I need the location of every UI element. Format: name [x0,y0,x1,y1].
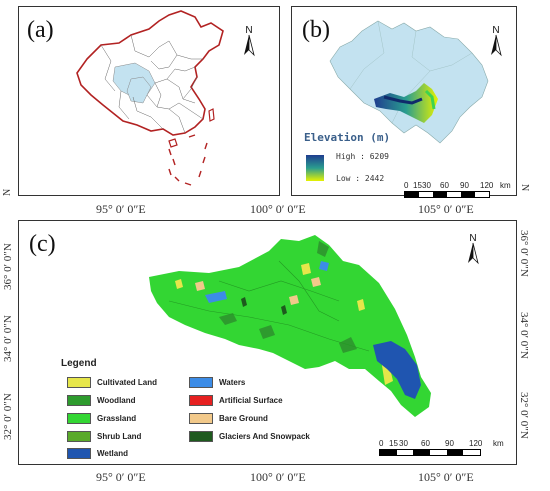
north-label: N [245,25,253,36]
panel-a-label: (a) [27,17,54,43]
scale-tick: 0 [379,439,384,448]
panel-c-landuse-map: (c) N [18,220,517,465]
north-label: N [492,25,500,36]
landuse-water-patches [205,261,329,303]
lat-tick-top-right: N [519,184,530,192]
legend-item-woodland: Woodland [67,395,136,406]
scale-tick: 0 [404,181,409,190]
landuse-grassland-area [149,235,431,417]
landuse-glacier-patches [241,297,287,315]
scale-unit: km [493,439,504,448]
scale-tick: 15 [389,439,398,448]
lon-tick-95-bottom: 95° 0′ 0″E [96,470,146,484]
legend-item-grassland: Grassland [67,413,136,424]
legend-item-bare-ground: Bare Ground [189,413,268,424]
scale-bar-c: 0 15 30 60 90 120 km [379,439,511,456]
landuse-wetland-patch [373,341,421,399]
landuse-map [149,235,431,417]
scale-tick: 30 [422,181,431,190]
elevation-low-label: Low : 2442 [336,174,385,183]
lon-tick-100-bottom: 100° 0′ 0″E [250,470,306,484]
elevation-legend-bar [306,155,324,181]
elevation-high-label: High : 6209 [336,152,389,161]
lat-tick-left-32: 32° 0′ 0″N [2,393,14,440]
lat-tick-left-34: 34° 0′ 0″N [2,315,14,362]
legend-label: Waters [219,378,246,387]
legend-swatch [189,431,213,442]
legend-swatch [189,395,213,406]
panel-c-label: (c) [29,231,56,257]
legend-item-shrub-land: Shrub Land [67,431,141,442]
scale-tick: 120 [480,181,494,190]
legend-swatch [189,377,213,388]
china-outline-map [76,10,224,186]
lon-tick-105-bottom: 105° 0′ 0″E [418,470,474,484]
province-boundaries [100,34,204,134]
lat-tick-right-34: 34° 0′ 0″N [518,312,530,359]
region-outline [329,20,489,144]
legend-swatch [67,431,91,442]
panel-b-label: (b) [302,17,330,43]
legend-swatch [67,413,91,424]
legend-label: Artificial Surface [219,396,283,405]
region-elevation-map [306,20,489,181]
panel-b-elevation-map: (b) N Elevation (m) High : 6209 Low : 24… [291,6,517,198]
legend-item-glaciers-snowpack: Glaciers And Snowpack [189,431,310,442]
legend-swatch [67,395,91,406]
scale-tick: 90 [460,181,469,190]
scale-tick: 60 [421,439,430,448]
lat-tick-right-36: 36° 0′ 0″N [518,230,530,277]
legend-label: Cultivated Land [97,378,158,387]
legend-label: Wetland [97,449,128,458]
legend-label: Grassland [97,414,137,423]
elevation-title: Elevation (m) [304,131,391,144]
scale-tick: 90 [445,439,454,448]
legend-label: Bare Ground [219,414,268,423]
north-arrow-icon: N [484,25,508,59]
lon-tick-95: 95° 0′ 0″E [96,202,146,216]
legend-swatch [67,448,91,459]
north-label: N [469,233,477,244]
panel-a-china-map: (a) N [18,6,280,196]
lat-tick-top-left: N [2,188,13,196]
scale-unit: km [500,181,511,190]
scale-tick: 30 [399,439,408,448]
legend-swatch [189,413,213,424]
north-arrow-icon: N [237,25,261,59]
south-sea-islands [168,134,208,186]
legend-label: Woodland [97,396,136,405]
legend-item-artificial-surface: Artificial Surface [189,395,283,406]
landuse-bare-patches [195,277,321,305]
scale-tick: 120 [469,439,483,448]
legend-item-wetland: Wetland [67,448,128,459]
legend-label: Shrub Land [97,432,142,441]
legend-label: Glaciers And Snowpack [219,432,310,441]
legend-item-cultivated-land: Cultivated Land [67,377,157,388]
legend-title: Legend [61,358,97,369]
scale-tick: 60 [440,181,449,190]
lat-tick-right-32: 32° 0′ 0″N [518,392,530,439]
lon-tick-100: 100° 0′ 0″E [250,202,306,216]
scale-tick: 15 [413,181,422,190]
legend-item-waters: Waters [189,377,245,388]
north-arrow-icon: N [461,233,485,267]
lon-tick-105: 105° 0′ 0″E [418,202,474,216]
scale-bar-b: 0 15 30 60 90 120 km [404,181,514,198]
lat-tick-left-36: 36° 0′ 0″N [2,243,14,290]
landuse-woodland-patches [219,241,357,353]
legend-swatch [67,377,91,388]
